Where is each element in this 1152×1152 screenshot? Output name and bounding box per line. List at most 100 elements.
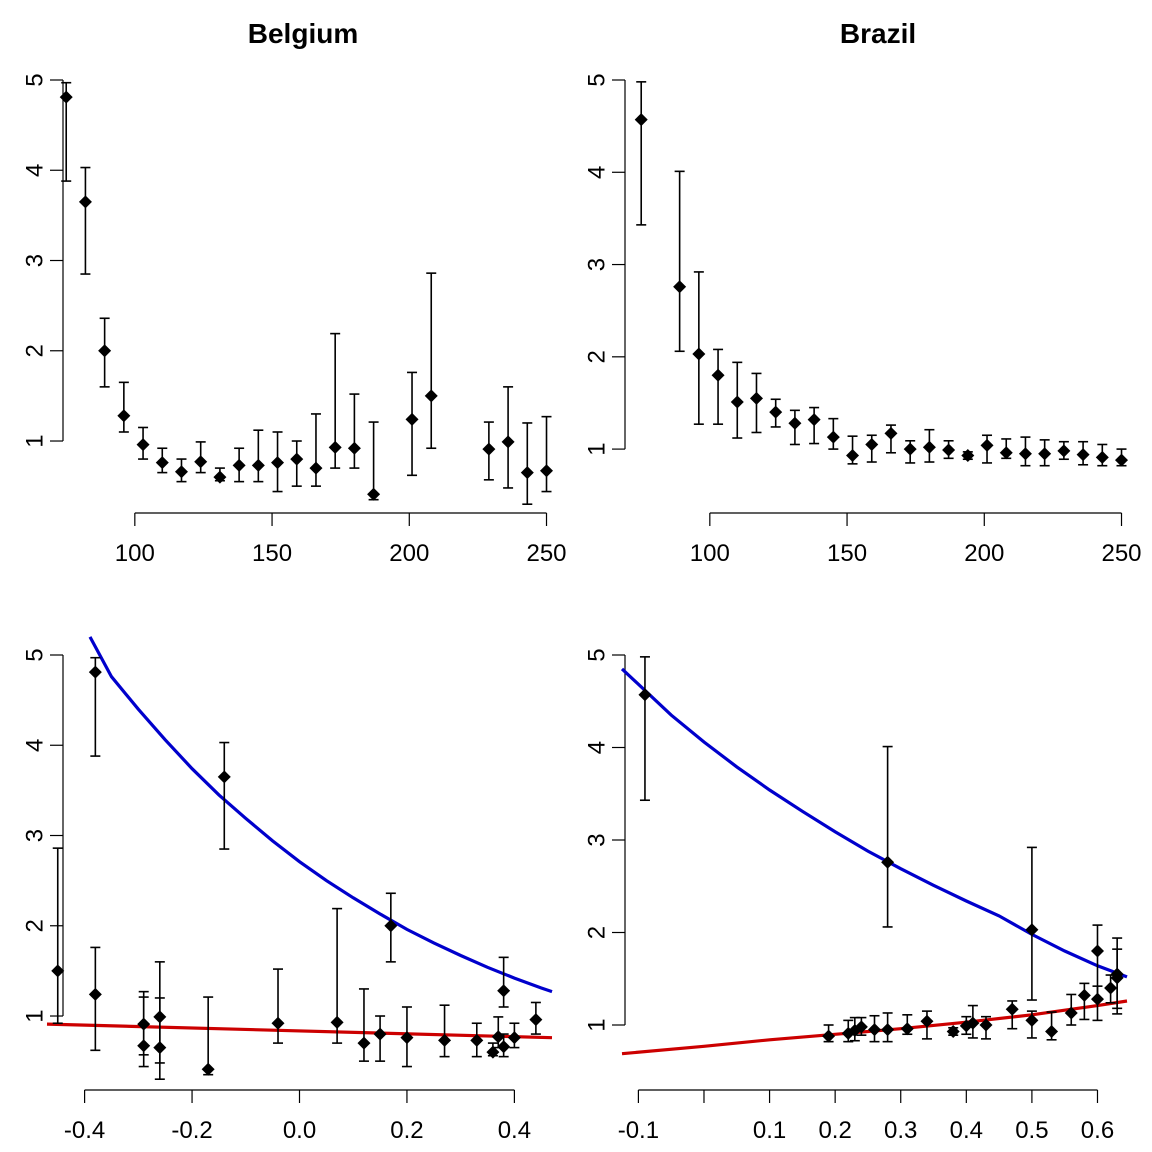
x-tick-label: 150 xyxy=(252,540,292,567)
x-tick-label: 0.2 xyxy=(818,1117,851,1144)
plot-area-brazil: 1 2 3 4 5 100 150 200 250 xyxy=(584,73,1142,567)
data-point xyxy=(88,665,102,679)
y-tick-label: 5 xyxy=(22,648,49,661)
data-point xyxy=(213,470,227,484)
x-tick-label: -0.1 xyxy=(618,1117,659,1144)
data-point xyxy=(1110,967,1124,981)
data-point xyxy=(194,455,208,469)
data-point xyxy=(1064,1006,1078,1020)
data-point xyxy=(470,1033,484,1047)
data-point xyxy=(271,1016,285,1030)
y-tick-label: 3 xyxy=(22,829,49,842)
data-point xyxy=(367,487,381,501)
plot-area-belgium-lower: 1 2 3 4 5 -0.4 -0.2 0.0 0.2 0.4 xyxy=(22,636,553,1144)
data-point xyxy=(1018,447,1032,461)
panel-brazil: Brazil 1 2 3 4 5 100 150 200 250 xyxy=(584,18,1142,567)
x-tick-label: 150 xyxy=(827,540,867,567)
x-tick-label: 0.4 xyxy=(498,1117,531,1144)
data-point xyxy=(501,435,515,449)
data-point xyxy=(98,344,112,358)
y-tick-label: 5 xyxy=(584,73,611,86)
data-point xyxy=(497,1040,511,1054)
data-point xyxy=(51,964,65,978)
x-tick-label: 250 xyxy=(1101,540,1141,567)
y-tick-label: 1 xyxy=(584,442,611,455)
y-tick-label: 1 xyxy=(584,1018,611,1031)
data-point xyxy=(884,426,898,440)
data-point xyxy=(136,438,150,452)
data-point xyxy=(1057,444,1071,458)
data-point xyxy=(328,440,342,454)
y-tick-label: 2 xyxy=(584,350,611,363)
data-point xyxy=(497,984,511,998)
plot-area-belgium: 1 2 3 4 5 100 150 200 250 xyxy=(22,73,567,567)
x-tick-label: 0.5 xyxy=(1015,1117,1048,1144)
data-point xyxy=(1025,923,1039,937)
data-point xyxy=(900,1022,914,1036)
data-point xyxy=(1076,448,1090,462)
y-tick-label: 1 xyxy=(22,434,49,447)
x-tick-label: 0.1 xyxy=(753,1117,786,1144)
data-point xyxy=(822,1029,836,1043)
data-point xyxy=(155,456,169,470)
data-point xyxy=(903,442,917,456)
y-tick-label: 5 xyxy=(22,73,49,86)
x-tick-label: 0.3 xyxy=(884,1117,917,1144)
data-point xyxy=(290,452,304,466)
data-point xyxy=(520,466,534,480)
data-point xyxy=(117,409,131,423)
data-point xyxy=(405,412,419,426)
data-point xyxy=(769,405,783,419)
x-tick-label: 200 xyxy=(964,540,1004,567)
data-point xyxy=(1038,447,1052,461)
data-point xyxy=(1045,1024,1059,1038)
fit-line-red xyxy=(46,1022,553,1040)
y-tick-label: 4 xyxy=(584,166,611,179)
y-tick-label: 2 xyxy=(22,919,49,932)
y-tick-label: 4 xyxy=(22,739,49,752)
data-point xyxy=(400,1031,414,1045)
data-point xyxy=(1005,1002,1019,1016)
data-point xyxy=(999,446,1013,460)
data-point xyxy=(868,1023,881,1037)
x-tick-label: 0.0 xyxy=(283,1117,316,1144)
data-point xyxy=(807,413,821,427)
data-point xyxy=(357,1036,371,1050)
data-point xyxy=(137,1039,151,1053)
data-point xyxy=(942,443,956,457)
data-point xyxy=(153,1041,167,1055)
data-point xyxy=(232,458,246,472)
data-point xyxy=(865,437,879,451)
y-tick-label: 4 xyxy=(22,164,49,177)
x-tick-label: 250 xyxy=(526,540,566,567)
x-tick-label: -0.4 xyxy=(64,1117,105,1144)
data-point xyxy=(78,195,92,209)
data-point xyxy=(881,855,895,869)
x-tick-label: 0.6 xyxy=(1081,1117,1114,1144)
x-tick-label: 200 xyxy=(389,540,429,567)
data-point xyxy=(1025,1013,1039,1027)
data-point xyxy=(881,1023,895,1037)
data-point xyxy=(711,368,725,382)
x-tick-label: 0.4 xyxy=(950,1117,983,1144)
data-point xyxy=(384,919,398,933)
y-tick-label: 2 xyxy=(584,926,611,939)
data-point xyxy=(980,438,994,452)
data-point xyxy=(271,456,285,470)
data-point xyxy=(730,395,744,409)
y-tick-label: 3 xyxy=(22,254,49,267)
data-point xyxy=(88,987,102,1001)
data-point xyxy=(424,389,438,403)
panel-belgium-lower: 1 2 3 4 5 -0.4 -0.2 0.0 0.2 0.4 xyxy=(22,636,553,1144)
data-point xyxy=(486,1045,500,1059)
panel-title-brazil: Brazil xyxy=(840,18,916,49)
data-point xyxy=(920,1014,934,1028)
data-point xyxy=(749,391,763,405)
data-point xyxy=(174,465,188,479)
data-point xyxy=(482,442,496,456)
data-point xyxy=(59,90,73,104)
y-tick-label: 4 xyxy=(584,741,611,754)
data-point xyxy=(1090,992,1104,1006)
data-point xyxy=(692,347,706,361)
